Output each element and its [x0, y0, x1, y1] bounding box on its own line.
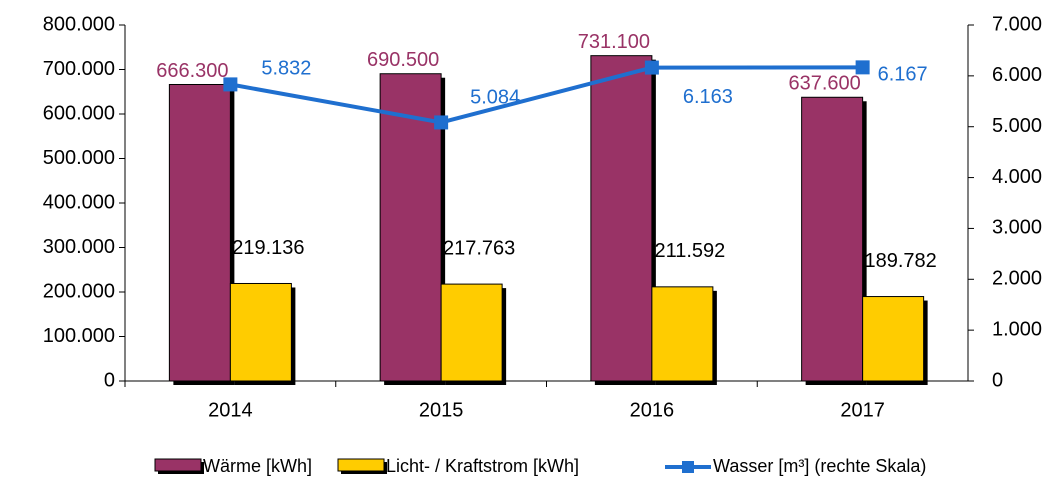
value-label: 211.592	[654, 240, 725, 262]
y2-tick-label: 7.000	[992, 13, 1042, 35]
value-label: 666.300	[156, 60, 228, 82]
line-marker	[223, 77, 238, 92]
y-tick-label: 700.000	[43, 58, 115, 80]
value-label: 637.600	[788, 73, 860, 95]
x-tick-label: 2014	[208, 399, 253, 421]
value-label: 5.084	[470, 87, 520, 109]
value-label: 690.500	[367, 49, 439, 71]
bar	[651, 286, 714, 382]
y-tick-label: 300.000	[43, 236, 115, 258]
x-tick-label: 2016	[630, 399, 675, 421]
legend-swatch	[337, 458, 385, 472]
y-tick-label: 100.000	[43, 325, 115, 347]
y-tick-label: 200.000	[43, 280, 115, 302]
line	[230, 65, 863, 125]
line-marker	[434, 115, 449, 130]
bar	[379, 73, 442, 382]
legend-label: Licht- / Kraftstrom [kWh]	[386, 456, 579, 476]
value-label: 217.763	[443, 237, 515, 259]
line-marker	[855, 60, 870, 75]
line-marker	[644, 60, 659, 75]
value-label: 5.832	[261, 58, 311, 80]
legend-label: Wasser [m³] (rechte Skala)	[713, 456, 926, 476]
x-tick-label: 2017	[840, 399, 885, 421]
y-tick-label: 500.000	[43, 147, 115, 169]
x-tick-label: 2015	[419, 399, 464, 421]
bar	[229, 282, 292, 382]
y2-tick-label: 5.000	[992, 115, 1042, 137]
y2-tick-label: 6.000	[992, 64, 1042, 86]
bar	[862, 296, 925, 382]
y-tick-label: 600.000	[43, 102, 115, 124]
legend-marker	[682, 461, 694, 473]
y2-tick-label: 0	[992, 369, 1003, 391]
y2-tick-label: 2.000	[992, 268, 1042, 290]
value-label: 219.136	[232, 237, 304, 259]
y2-tick-label: 1.000	[992, 318, 1042, 340]
y-tick-label: 400.000	[43, 191, 115, 213]
bar	[590, 55, 653, 382]
value-label: 6.167	[878, 64, 928, 86]
legend-swatch	[154, 458, 202, 472]
y-tick-label: 800.000	[43, 13, 115, 35]
value-label: 6.163	[683, 86, 733, 108]
y2-tick-label: 3.000	[992, 217, 1042, 239]
y-tick-label: 0	[104, 369, 115, 391]
bar	[168, 83, 231, 382]
legend-label: Wärme [kWh]	[203, 456, 312, 476]
bar	[801, 96, 864, 382]
bar	[440, 283, 503, 382]
y2-tick-label: 4.000	[992, 166, 1042, 188]
value-label: 731.100	[578, 31, 650, 53]
value-label: 189.782	[864, 250, 936, 272]
